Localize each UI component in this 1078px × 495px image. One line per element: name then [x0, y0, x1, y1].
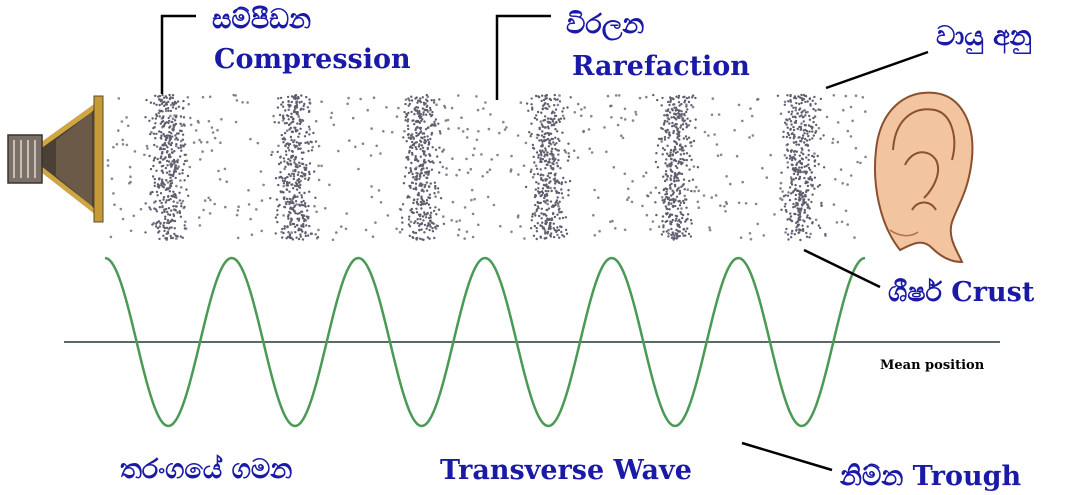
air-particles-pointer: [825, 50, 929, 90]
rarefaction-sinhala-label: විරලන: [566, 9, 645, 40]
compression-label: Compression: [214, 44, 411, 75]
transverse-wave-label: Transverse Wave: [440, 455, 692, 486]
rarefaction-label: Rarefaction: [572, 51, 750, 82]
ear-icon: [874, 91, 974, 264]
mean-position-label: Mean position: [880, 358, 985, 373]
pointer-lines: [160, 14, 929, 472]
trough-label: නිම්න Trough: [840, 461, 1022, 492]
air-particles: [106, 93, 867, 242]
transverse-wave-curve: [104, 256, 866, 428]
rarefaction-pointer: [495, 14, 551, 100]
air-particles-label: වායු අනු: [936, 21, 1032, 52]
trough-pointer: [741, 441, 833, 472]
loudspeaker-icon: [7, 95, 104, 223]
crest-label: ශීර්ෂ Crust: [888, 277, 1035, 308]
wave-motion-sinhala-label: තරංගයේ ගමන: [120, 454, 293, 485]
crest-pointer: [803, 248, 881, 289]
compression-sinhala-label: සම්පීඩන: [212, 4, 312, 35]
compression-pointer: [160, 14, 196, 94]
